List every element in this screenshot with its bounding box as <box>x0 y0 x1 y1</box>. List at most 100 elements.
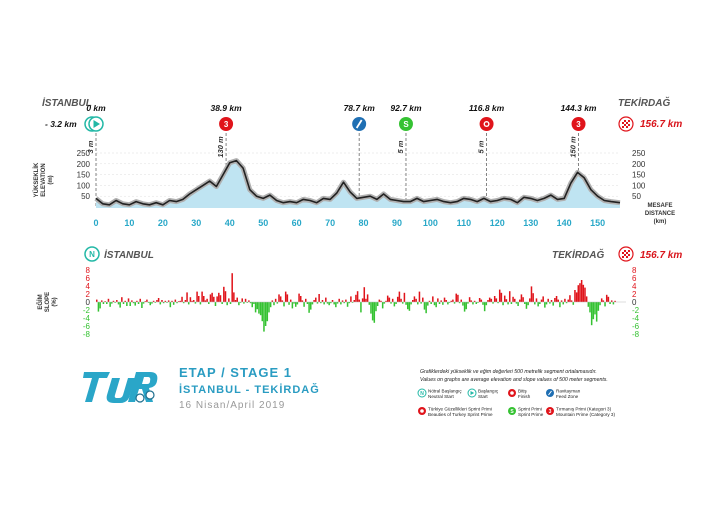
slope-bar <box>472 302 474 305</box>
slope-bar <box>549 302 551 304</box>
slope-bar <box>276 302 279 304</box>
marker-start: 0 km <box>86 103 106 132</box>
slope-bar <box>141 302 143 308</box>
slope-bar <box>203 296 205 302</box>
slope-bar <box>570 300 573 302</box>
slope-bar <box>368 302 371 305</box>
slope-bar <box>400 298 402 302</box>
beauties-icon <box>479 117 494 131</box>
slope-bar <box>438 302 441 304</box>
slope-bar <box>465 302 468 310</box>
elevation-x-tick: 10 <box>124 218 134 228</box>
slope-bar <box>306 302 309 304</box>
slope-bar <box>574 290 576 302</box>
slope-bar <box>468 297 471 302</box>
slope-bar <box>480 299 483 302</box>
slope-bar <box>343 302 345 304</box>
slope-bar <box>167 300 170 302</box>
slope-bar <box>569 295 571 302</box>
slope-bar <box>124 300 126 302</box>
slope-bar <box>274 298 277 302</box>
slope-y-tick: -6 <box>83 322 91 331</box>
slope-bar <box>587 302 590 307</box>
slope-bar <box>413 296 416 302</box>
slope-bar <box>460 299 463 302</box>
slope-bar <box>305 298 307 302</box>
slope-bar <box>373 302 376 323</box>
slope-bar <box>470 300 473 302</box>
slope-bar <box>281 300 284 302</box>
slope-bar <box>192 300 195 302</box>
slope-bar <box>477 302 479 303</box>
slope-bar <box>261 302 264 322</box>
tour-logo: TUR <box>83 372 158 413</box>
slope-bar <box>584 287 586 302</box>
slope-bar <box>256 302 259 310</box>
slope-bar <box>453 302 456 304</box>
slope-bar <box>396 296 399 302</box>
slope-bar <box>131 300 133 302</box>
slope-bar <box>614 300 616 302</box>
slope-bar <box>248 300 250 302</box>
marker-km-label: 144.3 km <box>561 103 597 113</box>
footer: TUR ETAP / STAGE 1 İSTANBUL - TEKİRDAĞ 1… <box>83 365 615 417</box>
slope-bar <box>234 300 237 302</box>
logo-text: TUR <box>83 411 85 413</box>
slope-y-tick: 0 <box>86 298 91 307</box>
slope-bar <box>547 298 549 302</box>
slope-bar <box>231 273 233 302</box>
slope-bar <box>109 302 111 307</box>
slope-bar <box>430 302 432 304</box>
slope-bar <box>102 302 105 304</box>
legend-label-en: Mountain Prime (Category 3) <box>556 412 615 417</box>
elevation-x-tick: 40 <box>225 218 235 228</box>
note-turkish: Grafiklerdeki yükseklik ve eğim değerler… <box>420 369 597 375</box>
slope-bar <box>288 302 290 305</box>
slope-bar <box>529 298 531 302</box>
stage-date: 16 Nisan/April 2019 <box>179 400 285 411</box>
neutral-distance: - 3.2 km <box>45 119 77 129</box>
slope-bar <box>132 302 135 304</box>
slope-y-label-line: SLOPE <box>45 292 51 312</box>
slope-bar <box>299 296 302 302</box>
slope-bar <box>478 298 481 302</box>
slope-bar <box>224 291 227 302</box>
slope-bar <box>514 298 516 302</box>
slope-bar <box>493 296 496 302</box>
slope-bar <box>278 294 280 302</box>
slope-bar <box>209 294 212 302</box>
slope-bar <box>161 300 163 302</box>
slope-bar <box>462 302 464 306</box>
start-city: İSTANBUL <box>42 96 92 109</box>
slope-bar <box>448 302 451 303</box>
slope-bar <box>136 300 138 302</box>
slope-bar <box>590 302 593 326</box>
slope-bar <box>580 280 583 302</box>
slope-bar <box>557 299 559 302</box>
legend-icon <box>418 407 426 415</box>
slope-bar <box>208 302 210 304</box>
slope-bar <box>365 298 367 302</box>
slope-bar <box>410 302 412 305</box>
slope-bar <box>263 302 265 332</box>
slope-y-tick-right: -2 <box>632 306 640 315</box>
slope-bar <box>540 299 543 302</box>
slope-bar <box>502 302 504 306</box>
slope-bar <box>386 295 389 302</box>
slope-y-tick-right: -4 <box>632 314 640 323</box>
slope-bar <box>388 297 391 302</box>
slope-bar <box>97 302 100 312</box>
slope-bar <box>610 300 613 302</box>
slope-y-axis-label: EĞİM SLOPE (%) <box>36 292 58 312</box>
slope-y-label-line: EĞİM <box>36 294 44 309</box>
slope-bar <box>137 302 140 304</box>
slope-bar <box>555 296 558 302</box>
slope-y-tick-right: 2 <box>632 290 637 299</box>
slope-bar <box>428 300 431 302</box>
elevation-x-ticks: 0 10 20 30 40 50 60 70 80 90 100 110 120 130 140 150 <box>93 218 605 228</box>
legend-label-tr: Ravitayman <box>556 389 581 394</box>
slope-y-tick: 4 <box>86 282 91 291</box>
slope-bar <box>318 294 320 302</box>
